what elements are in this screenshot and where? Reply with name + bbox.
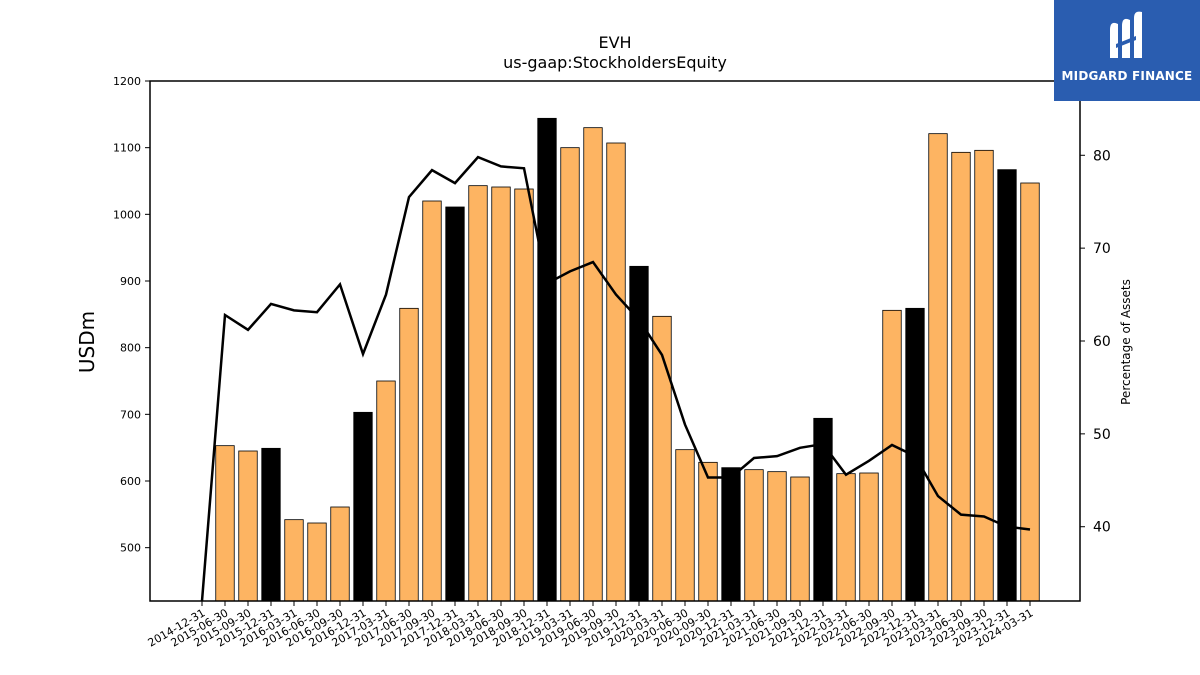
bar-2019-12-31 <box>629 265 649 602</box>
bar-2021-09-30 <box>790 476 810 602</box>
logo-text: MIDGARD FINANCE <box>1061 69 1193 83</box>
bar-2015-09-30 <box>238 450 258 602</box>
bar-2022-09-30 <box>882 309 902 602</box>
axes: 5006007008009001000110012004050607080201… <box>113 75 1111 650</box>
bar-2024-03-31 <box>1020 182 1040 602</box>
y-tick-label-1100: 1100 <box>113 142 141 155</box>
bar-2022-06-30 <box>859 472 879 602</box>
bar-2015-12-31 <box>261 447 281 602</box>
bar-2023-03-31 <box>928 133 948 602</box>
y-axis-label: USDm <box>75 311 99 373</box>
chart-title: EVH <box>598 33 631 52</box>
bar-2023-09-30 <box>974 149 994 602</box>
chart-subtitle: us-gaap:StockholdersEquity <box>503 53 727 72</box>
y2-axis-label: Percentage of Assets <box>1119 279 1133 405</box>
bar-2023-12-31 <box>997 169 1017 602</box>
bar-2019-03-31 <box>560 147 580 602</box>
y2-tick-label-50: 50 <box>1093 427 1111 443</box>
bar-2016-06-30 <box>307 522 327 602</box>
bar-2020-03-31 <box>652 315 672 602</box>
y-tick-label-500: 500 <box>120 542 141 555</box>
bar-2018-06-30 <box>491 186 511 602</box>
y2-tick-label-60: 60 <box>1093 334 1111 350</box>
bar-2017-12-31 <box>445 206 465 602</box>
bar-2017-06-30 <box>399 307 419 602</box>
y-tick-label-900: 900 <box>120 275 141 288</box>
midgard-finance-logo: MIDGARD FINANCE <box>1054 0 1200 101</box>
y-tick-label-1000: 1000 <box>113 208 141 221</box>
bar-2018-09-30 <box>514 188 534 602</box>
bar-2023-06-30 <box>951 151 971 602</box>
bar-series <box>215 117 1040 602</box>
bar-2020-09-30 <box>698 461 718 602</box>
bar-2020-12-31 <box>721 467 741 602</box>
y2-tick-label-40: 40 <box>1093 520 1111 536</box>
y2-tick-label-70: 70 <box>1093 241 1111 257</box>
bar-2015-06-30 <box>215 445 235 602</box>
bar-2018-03-31 <box>468 185 488 602</box>
y-tick-label-800: 800 <box>120 342 141 355</box>
bar-2019-06-30 <box>583 127 603 602</box>
y2-tick-label-80: 80 <box>1093 148 1111 164</box>
y-tick-label-700: 700 <box>120 408 141 421</box>
bar-2019-09-30 <box>606 142 626 602</box>
bar-2017-09-30 <box>422 200 442 602</box>
bar-2022-03-31 <box>836 473 856 602</box>
y-tick-label-600: 600 <box>120 475 141 488</box>
bar-2016-03-31 <box>284 519 304 602</box>
bar-2021-06-30 <box>767 471 787 602</box>
bar-2017-03-31 <box>376 380 396 602</box>
y-tick-label-1200: 1200 <box>113 75 141 88</box>
bar-2018-12-31 <box>537 117 557 602</box>
bar-2021-03-31 <box>744 469 764 602</box>
bar-2016-09-30 <box>330 506 350 602</box>
logo-mark-icon <box>1110 11 1142 59</box>
bar-2022-12-31 <box>905 307 925 602</box>
bar-2020-06-30 <box>675 449 695 602</box>
percentage-line <box>200 155 1031 602</box>
bar-2016-12-31 <box>353 411 373 602</box>
